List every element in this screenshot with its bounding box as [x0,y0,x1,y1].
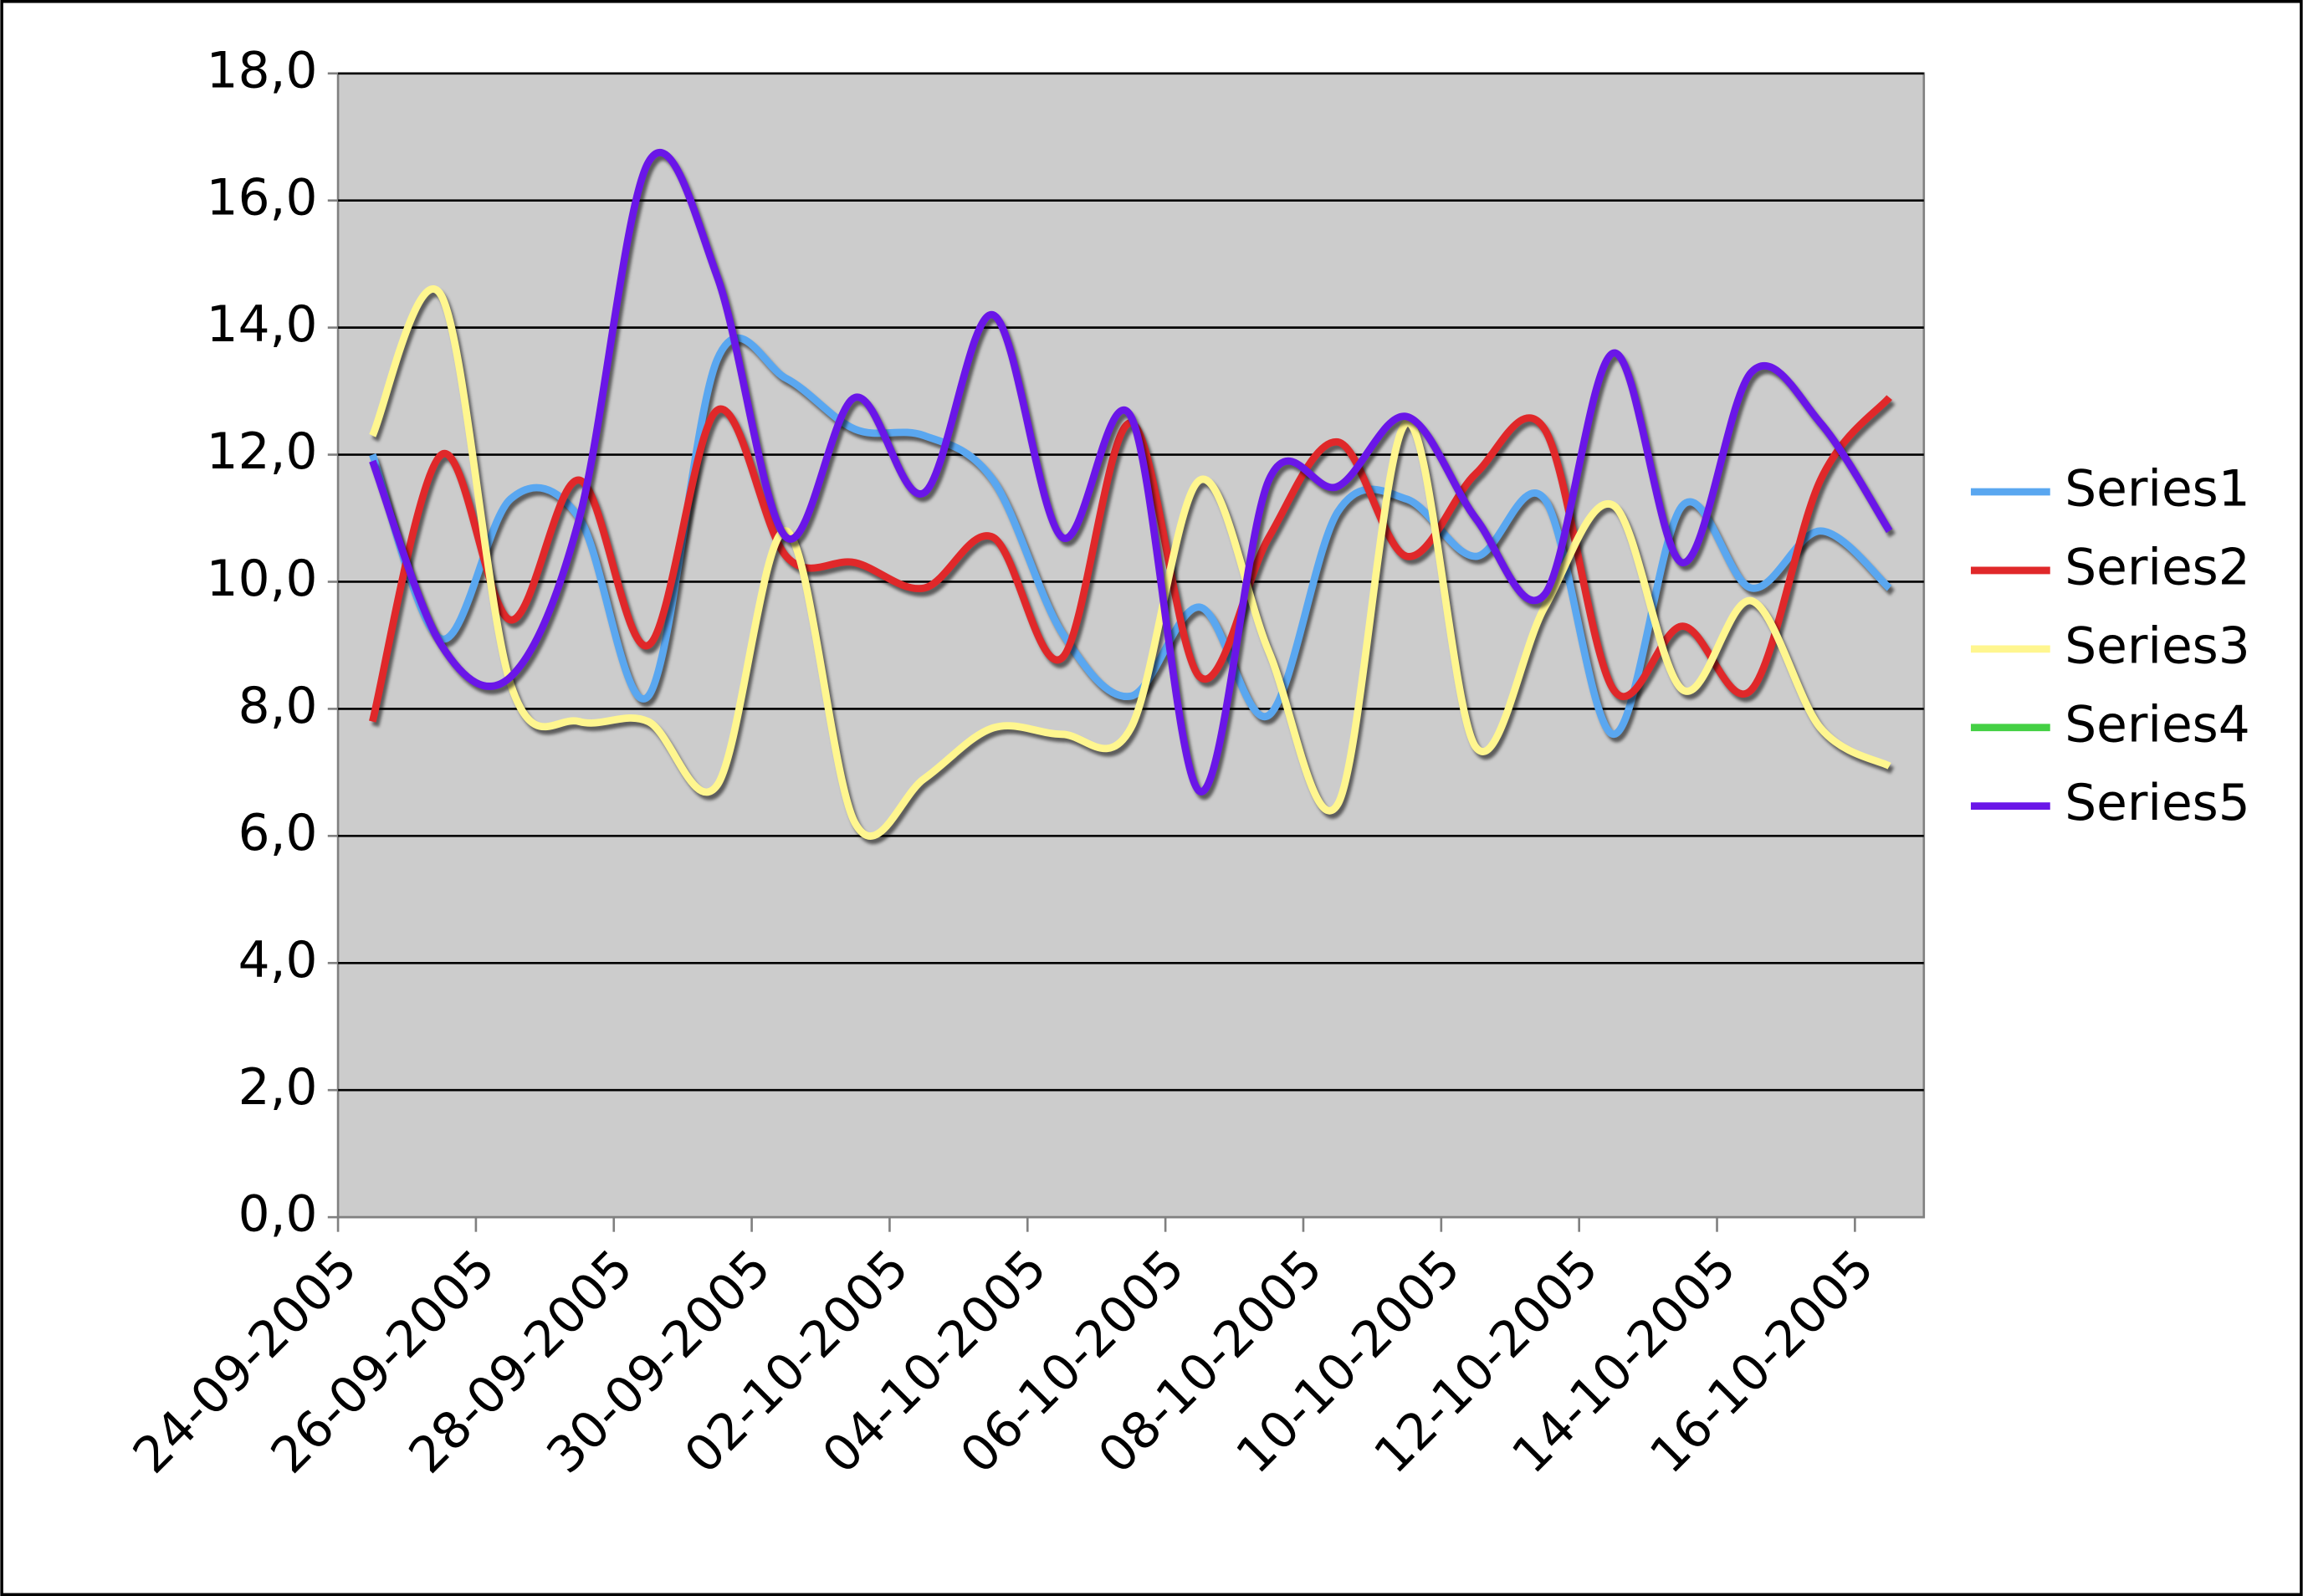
series-line [369,149,1893,795]
plot-area [336,72,1926,1219]
legend-label: Series2 [2065,540,2249,597]
legend-label: Series3 [2065,617,2249,675]
y-tick-label: 8,0 [238,678,318,735]
legend-label: Series1 [2065,461,2249,519]
y-tick-label: 2,0 [238,1059,318,1117]
series-line [369,395,1892,723]
y-tick-label: 0,0 [238,1186,318,1244]
y-tick-label: 16,0 [207,169,318,227]
legend-label: Series5 [2065,775,2249,832]
y-tick-label: 4,0 [238,932,318,990]
legend-label: Series4 [2065,696,2249,754]
y-tick-label: 18,0 [207,42,318,100]
y-tick-label: 6,0 [238,805,318,862]
y-tick-label: 14,0 [207,296,318,354]
y-tick-label: 10,0 [207,550,318,608]
series-line [369,334,1892,739]
y-tick-label: 12,0 [207,423,318,481]
